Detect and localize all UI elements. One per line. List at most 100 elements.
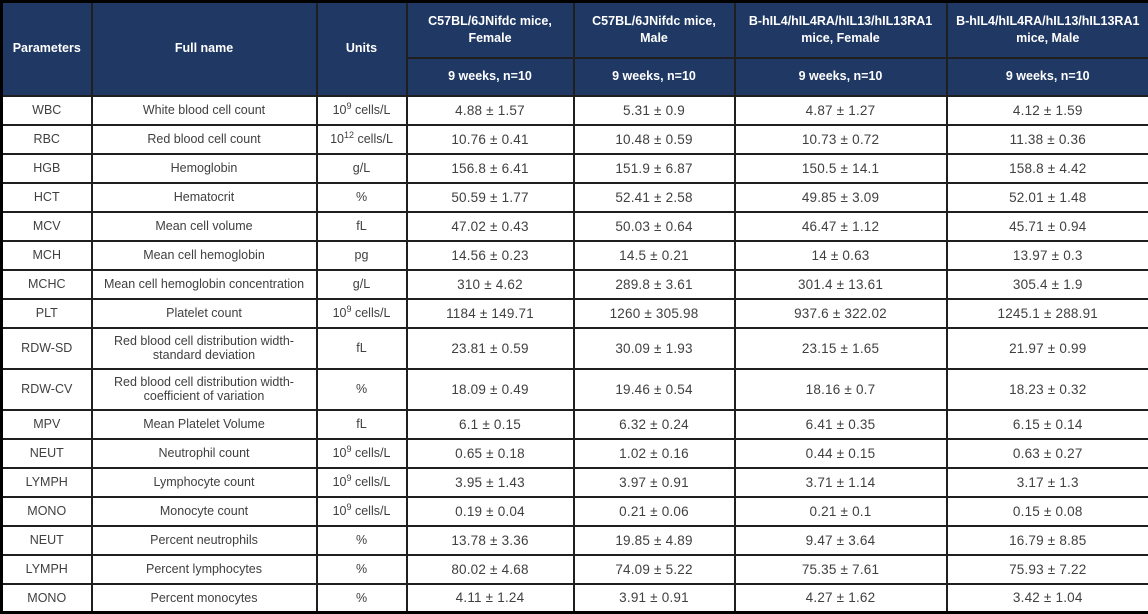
table-body: WBC White blood cell count 109 cells/L 4… bbox=[2, 96, 1148, 613]
fullname-cell: Red blood cell count bbox=[92, 125, 317, 154]
value-cell: 30.09 ± 1.93 bbox=[574, 328, 735, 369]
value-cell: 14.5 ± 0.21 bbox=[574, 241, 735, 270]
units-cell: 109 cells/L bbox=[317, 468, 407, 497]
fullname-cell: Percent neutrophils bbox=[92, 526, 317, 555]
header-full-name: Full name bbox=[92, 2, 317, 96]
units-cell: % bbox=[317, 555, 407, 584]
fullname-cell: Mean cell hemoglobin bbox=[92, 241, 317, 270]
value-cell: 937.6 ± 322.02 bbox=[735, 299, 947, 328]
value-cell: 3.95 ± 1.43 bbox=[407, 468, 574, 497]
value-cell: 19.46 ± 0.54 bbox=[574, 369, 735, 410]
value-cell: 6.32 ± 0.24 bbox=[574, 410, 735, 439]
table-row: MONO Percent monocytes % 4.11 ± 1.24 3.9… bbox=[2, 584, 1148, 613]
header-group-c57-male: C57BL/6JNifdc mice, Male bbox=[574, 2, 735, 58]
value-cell: 74.09 ± 5.22 bbox=[574, 555, 735, 584]
table-row: LYMPH Percent lymphocytes % 80.02 ± 4.68… bbox=[2, 555, 1148, 584]
value-cell: 45.71 ± 0.94 bbox=[947, 212, 1148, 241]
fullname-cell: White blood cell count bbox=[92, 96, 317, 125]
table-row: PLT Platelet count 109 cells/L 1184 ± 14… bbox=[2, 299, 1148, 328]
value-cell: 150.5 ± 14.1 bbox=[735, 154, 947, 183]
param-cell: MCH bbox=[2, 241, 92, 270]
fullname-cell: Hemoglobin bbox=[92, 154, 317, 183]
param-cell: HCT bbox=[2, 183, 92, 212]
fullname-cell: Mean Platelet Volume bbox=[92, 410, 317, 439]
value-cell: 6.1 ± 0.15 bbox=[407, 410, 574, 439]
units-cell: pg bbox=[317, 241, 407, 270]
units-cell: % bbox=[317, 526, 407, 555]
table-header: Parameters Full name Units C57BL/6JNifdc… bbox=[2, 2, 1148, 96]
table-row: MCHC Mean cell hemoglobin concentration … bbox=[2, 270, 1148, 299]
value-cell: 23.81 ± 0.59 bbox=[407, 328, 574, 369]
value-cell: 10.73 ± 0.72 bbox=[735, 125, 947, 154]
value-cell: 4.87 ± 1.27 bbox=[735, 96, 947, 125]
units-cell: 109 cells/L bbox=[317, 299, 407, 328]
param-cell: RDW-SD bbox=[2, 328, 92, 369]
fullname-cell: Hematocrit bbox=[92, 183, 317, 212]
value-cell: 75.93 ± 7.22 bbox=[947, 555, 1148, 584]
value-cell: 6.41 ± 0.35 bbox=[735, 410, 947, 439]
value-cell: 14 ± 0.63 bbox=[735, 241, 947, 270]
header-group-bhil4-male: B-hIL4/hIL4RA/hIL13/hIL13RA1 mice, Male bbox=[947, 2, 1148, 58]
value-cell: 19.85 ± 4.89 bbox=[574, 526, 735, 555]
value-cell: 5.31 ± 0.9 bbox=[574, 96, 735, 125]
units-cell: % bbox=[317, 183, 407, 212]
param-cell: LYMPH bbox=[2, 468, 92, 497]
value-cell: 0.21 ± 0.06 bbox=[574, 497, 735, 526]
table-row: RDW-SD Red blood cell distribution width… bbox=[2, 328, 1148, 369]
header-sub-bhil4-female: 9 weeks, n=10 bbox=[735, 58, 947, 96]
param-cell: LYMPH bbox=[2, 555, 92, 584]
value-cell: 50.59 ± 1.77 bbox=[407, 183, 574, 212]
table-row: MCV Mean cell volume fL 47.02 ± 0.43 50.… bbox=[2, 212, 1148, 241]
table-row: HGB Hemoglobin g/L 156.8 ± 6.41 151.9 ± … bbox=[2, 154, 1148, 183]
table-row: WBC White blood cell count 109 cells/L 4… bbox=[2, 96, 1148, 125]
table-row: MONO Monocyte count 109 cells/L 0.19 ± 0… bbox=[2, 497, 1148, 526]
units-cell: % bbox=[317, 584, 407, 613]
table-row: NEUT Neutrophil count 109 cells/L 0.65 ±… bbox=[2, 439, 1148, 468]
value-cell: 0.65 ± 0.18 bbox=[407, 439, 574, 468]
header-sub-c57-male: 9 weeks, n=10 bbox=[574, 58, 735, 96]
units-cell: 109 cells/L bbox=[317, 96, 407, 125]
param-cell: MPV bbox=[2, 410, 92, 439]
value-cell: 13.97 ± 0.3 bbox=[947, 241, 1148, 270]
param-cell: NEUT bbox=[2, 439, 92, 468]
param-cell: MCHC bbox=[2, 270, 92, 299]
value-cell: 3.91 ± 0.91 bbox=[574, 584, 735, 613]
value-cell: 11.38 ± 0.36 bbox=[947, 125, 1148, 154]
fullname-cell: Lymphocyte count bbox=[92, 468, 317, 497]
value-cell: 21.97 ± 0.99 bbox=[947, 328, 1148, 369]
value-cell: 1245.1 ± 288.91 bbox=[947, 299, 1148, 328]
fullname-cell: Percent lymphocytes bbox=[92, 555, 317, 584]
value-cell: 47.02 ± 0.43 bbox=[407, 212, 574, 241]
value-cell: 0.63 ± 0.27 bbox=[947, 439, 1148, 468]
value-cell: 0.44 ± 0.15 bbox=[735, 439, 947, 468]
value-cell: 10.76 ± 0.41 bbox=[407, 125, 574, 154]
value-cell: 158.8 ± 4.42 bbox=[947, 154, 1148, 183]
table-row: NEUT Percent neutrophils % 13.78 ± 3.36 … bbox=[2, 526, 1148, 555]
table-row: LYMPH Lymphocyte count 109 cells/L 3.95 … bbox=[2, 468, 1148, 497]
value-cell: 0.15 ± 0.08 bbox=[947, 497, 1148, 526]
value-cell: 14.56 ± 0.23 bbox=[407, 241, 574, 270]
fullname-cell: Platelet count bbox=[92, 299, 317, 328]
value-cell: 4.12 ± 1.59 bbox=[947, 96, 1148, 125]
header-group-c57-female: C57BL/6JNifdc mice, Female bbox=[407, 2, 574, 58]
value-cell: 46.47 ± 1.12 bbox=[735, 212, 947, 241]
value-cell: 52.41 ± 2.58 bbox=[574, 183, 735, 212]
units-cell: fL bbox=[317, 410, 407, 439]
fullname-cell: Red blood cell distribution width-standa… bbox=[92, 328, 317, 369]
fullname-cell: Monocyte count bbox=[92, 497, 317, 526]
header-sub-bhil4-male: 9 weeks, n=10 bbox=[947, 58, 1148, 96]
value-cell: 3.71 ± 1.14 bbox=[735, 468, 947, 497]
header-units: Units bbox=[317, 2, 407, 96]
value-cell: 75.35 ± 7.61 bbox=[735, 555, 947, 584]
value-cell: 6.15 ± 0.14 bbox=[947, 410, 1148, 439]
units-cell: fL bbox=[317, 212, 407, 241]
value-cell: 52.01 ± 1.48 bbox=[947, 183, 1148, 212]
value-cell: 1.02 ± 0.16 bbox=[574, 439, 735, 468]
param-cell: RBC bbox=[2, 125, 92, 154]
value-cell: 151.9 ± 6.87 bbox=[574, 154, 735, 183]
table-row: MPV Mean Platelet Volume fL 6.1 ± 0.15 6… bbox=[2, 410, 1148, 439]
value-cell: 80.02 ± 4.68 bbox=[407, 555, 574, 584]
value-cell: 310 ± 4.62 bbox=[407, 270, 574, 299]
